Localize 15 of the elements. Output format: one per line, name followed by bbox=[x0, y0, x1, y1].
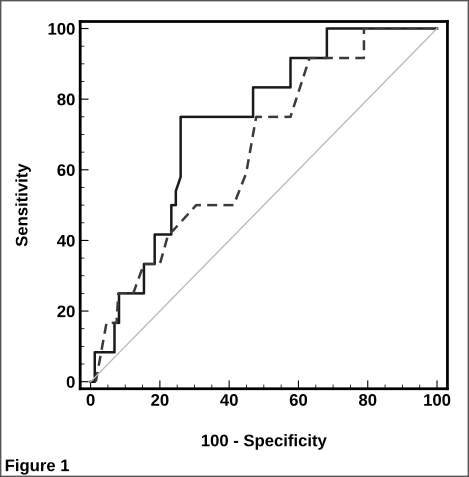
y-axis-title: Sensitivity bbox=[15, 164, 31, 246]
x-tick-label: 100 bbox=[424, 394, 450, 406]
x-tick-label: 0 bbox=[86, 394, 95, 406]
x-axis-title: 100 - Specificity bbox=[202, 434, 327, 450]
y-tick-label: 40 bbox=[57, 234, 75, 247]
x-tick-label: 40 bbox=[220, 394, 238, 406]
y-tick-label: 100 bbox=[48, 22, 75, 35]
x-tick-label: 80 bbox=[359, 394, 376, 406]
x-tick-label: 20 bbox=[151, 394, 168, 406]
y-tick-label: 80 bbox=[57, 94, 75, 106]
x-tick-label: 60 bbox=[290, 394, 308, 406]
y-tick-label: 60 bbox=[57, 164, 75, 176]
y-tick-label: 20 bbox=[57, 305, 75, 318]
caption: Figure 1 bbox=[6, 459, 70, 475]
y-tick-label: 0 bbox=[66, 376, 75, 388]
